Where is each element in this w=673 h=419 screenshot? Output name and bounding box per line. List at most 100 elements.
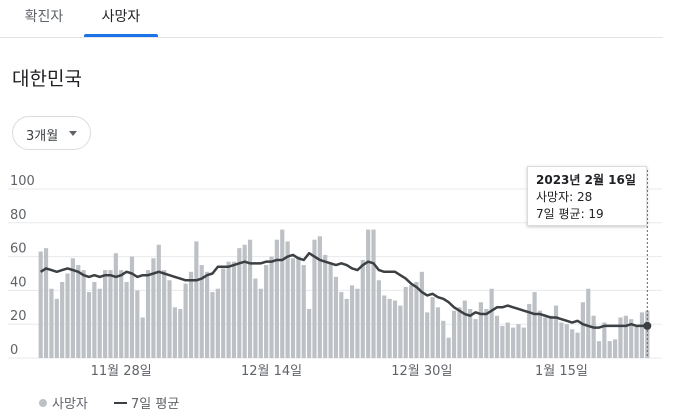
bar: [333, 276, 339, 358]
tab-deaths[interactable]: 사망자: [101, 9, 141, 25]
bar: [221, 268, 226, 358]
bar: [564, 324, 569, 358]
bar: [414, 281, 419, 358]
x-tick-label: 1월 15일: [535, 364, 588, 379]
bar: [178, 308, 183, 358]
bar: [113, 253, 118, 358]
bar: [194, 241, 199, 358]
bar: [296, 256, 301, 358]
bar: [70, 258, 75, 358]
bar: [103, 270, 108, 358]
y-tick-label: 20: [10, 309, 27, 324]
bar: [462, 300, 467, 358]
bar: [38, 251, 43, 358]
bar: [586, 288, 591, 358]
bar: [97, 288, 102, 358]
legend-bar-swatch: [39, 399, 47, 407]
bar: [537, 310, 543, 358]
bar: [237, 248, 242, 358]
bar: [231, 261, 237, 358]
bar: [323, 254, 328, 358]
bar: [274, 239, 279, 358]
bar: [430, 297, 435, 358]
y-tick-label: 40: [10, 275, 27, 290]
bar: [317, 236, 322, 358]
y-tick-label: 100: [10, 174, 35, 189]
bar: [425, 312, 430, 358]
bar: [124, 281, 129, 358]
bar: [140, 317, 145, 358]
bar: [623, 315, 628, 358]
bar: [65, 273, 70, 358]
legend-line-label: 7일 평균: [131, 397, 179, 412]
bar: [43, 248, 49, 358]
bar: [441, 320, 446, 358]
bar: [403, 287, 408, 358]
bar: [494, 315, 500, 358]
bar: [435, 307, 441, 358]
time-range-dropdown[interactable]: 3개월: [12, 116, 91, 150]
region-title: 대한민국: [12, 68, 82, 90]
bar: [135, 290, 140, 358]
bar: [188, 271, 194, 358]
x-tick-label: 12월 30일: [391, 364, 452, 379]
bar: [242, 244, 247, 358]
bar: [151, 258, 156, 358]
bar: [532, 292, 537, 358]
bar: [172, 307, 177, 358]
bar: [548, 315, 553, 358]
bar: [553, 305, 559, 358]
bar: [559, 322, 564, 358]
y-tick-label: 60: [10, 242, 27, 257]
bar: [285, 241, 290, 358]
x-tick-label: 12월 14일: [241, 364, 302, 379]
tooltip-date: 2023년 2월 16일: [536, 173, 636, 187]
bar: [253, 278, 258, 358]
bar: [108, 270, 113, 358]
bar: [269, 256, 274, 358]
bar: [162, 270, 167, 358]
bar: [511, 327, 516, 358]
bar: [349, 285, 355, 358]
bar: [451, 310, 457, 358]
y-tick-label: 80: [10, 208, 27, 223]
x-tick-label: 11월 28일: [91, 364, 152, 379]
bar: [521, 327, 526, 358]
bar: [607, 341, 612, 358]
bar: [301, 265, 306, 358]
bar: [129, 256, 135, 358]
bar: [290, 258, 296, 358]
bar: [392, 300, 398, 358]
tooltip-deaths: 사망자: 28: [536, 190, 593, 204]
bar: [215, 288, 220, 358]
bar: [639, 312, 645, 358]
bar: [81, 270, 86, 358]
bar: [307, 308, 312, 358]
bar: [634, 325, 639, 358]
chart-legend: 사망자 7일 평균: [39, 397, 179, 412]
bar: [119, 270, 124, 358]
bar: [468, 308, 473, 358]
bar: [409, 285, 414, 358]
tab-selected-indicator: [84, 34, 158, 37]
tab-bar: 확진자 사망자: [0, 0, 663, 38]
bar: [258, 288, 263, 358]
bar: [618, 317, 623, 358]
bar: [60, 281, 65, 358]
caret-down-icon: [69, 131, 77, 136]
bar: [489, 288, 494, 358]
bar: [543, 317, 548, 358]
bar: [629, 319, 634, 358]
time-range-label: 3개월: [26, 129, 59, 144]
tab-confirmed-cases[interactable]: 확진자: [24, 9, 64, 25]
bar: [484, 308, 489, 358]
bar: [473, 319, 478, 358]
bar: [339, 292, 344, 358]
bar: [387, 298, 392, 358]
bar: [199, 265, 204, 358]
chart-bars: [38, 229, 650, 358]
bar: [280, 229, 285, 358]
bar: [419, 271, 424, 358]
bar: [312, 239, 317, 358]
